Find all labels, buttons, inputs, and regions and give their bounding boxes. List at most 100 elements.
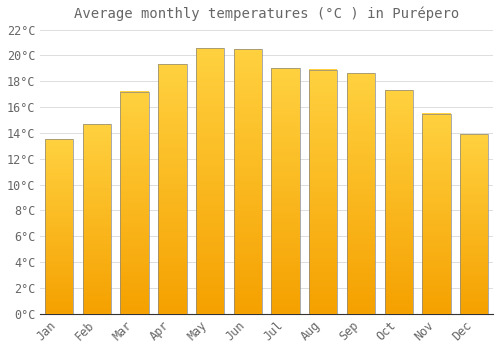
Bar [422,304,450,306]
Bar [460,303,488,305]
Bar [158,239,186,241]
Bar [384,131,413,133]
Bar [83,299,111,301]
Bar [422,154,450,156]
Bar [45,197,74,199]
Bar [120,147,149,149]
Bar [45,159,74,160]
Bar [83,287,111,289]
Bar [83,297,111,299]
Bar [347,220,375,223]
Bar [422,266,450,268]
Bar [83,278,111,280]
Bar [460,174,488,176]
Bar [45,270,74,272]
Bar [460,301,488,303]
Bar [460,285,488,287]
Bar [347,124,375,126]
Bar [158,259,186,261]
Bar [384,191,413,193]
Bar [45,291,74,293]
Bar [234,221,262,224]
Bar [384,115,413,117]
Bar [422,244,450,246]
Bar [158,174,186,177]
Bar [272,127,299,130]
Bar [460,163,488,165]
Bar [272,71,299,73]
Bar [120,240,149,243]
Bar [309,177,338,180]
Bar [347,162,375,165]
Bar [158,87,186,89]
Bar [460,237,488,238]
Bar [158,217,186,219]
Bar [45,253,74,254]
Bar [158,291,186,294]
Bar [83,200,111,202]
Bar [460,201,488,203]
Bar [158,286,186,289]
Bar [234,205,262,208]
Bar [384,195,413,198]
Bar [196,279,224,282]
Bar [158,102,186,104]
Bar [158,284,186,286]
Bar [460,208,488,210]
Bar [460,164,488,167]
Bar [347,254,375,256]
Bar [347,282,375,285]
Bar [158,249,186,252]
Bar [347,117,375,119]
Bar [309,72,338,75]
Bar [158,241,186,244]
Bar [196,234,224,237]
Bar [234,94,262,97]
Bar [158,271,186,274]
Bar [422,241,450,244]
Bar [196,175,224,178]
Bar [460,175,488,177]
Bar [460,267,488,269]
Bar [83,220,111,223]
Bar [347,215,375,218]
Bar [196,154,224,157]
Bar [234,311,262,314]
Bar [309,245,338,248]
Bar [234,301,262,303]
Bar [422,127,450,130]
Bar [234,49,262,314]
Bar [422,234,450,236]
Bar [460,278,488,280]
Bar [384,260,413,262]
Bar [120,140,149,143]
Bar [347,227,375,230]
Bar [272,117,299,120]
Bar [196,61,224,64]
Bar [83,188,111,190]
Bar [158,124,186,127]
Bar [309,82,338,84]
Bar [83,124,111,126]
Bar [272,88,299,90]
Bar [309,292,338,294]
Bar [120,183,149,185]
Bar [83,247,111,249]
Bar [309,96,338,99]
Bar [234,303,262,306]
Bar [45,212,74,215]
Bar [422,258,450,260]
Bar [422,270,450,272]
Bar [422,169,450,172]
Bar [460,240,488,242]
Bar [83,209,111,211]
Bar [196,71,224,74]
Bar [309,70,338,72]
Bar [158,136,186,139]
Bar [234,293,262,295]
Bar [158,169,186,172]
Bar [347,141,375,143]
Bar [309,160,338,162]
Bar [120,231,149,234]
Bar [158,199,186,202]
